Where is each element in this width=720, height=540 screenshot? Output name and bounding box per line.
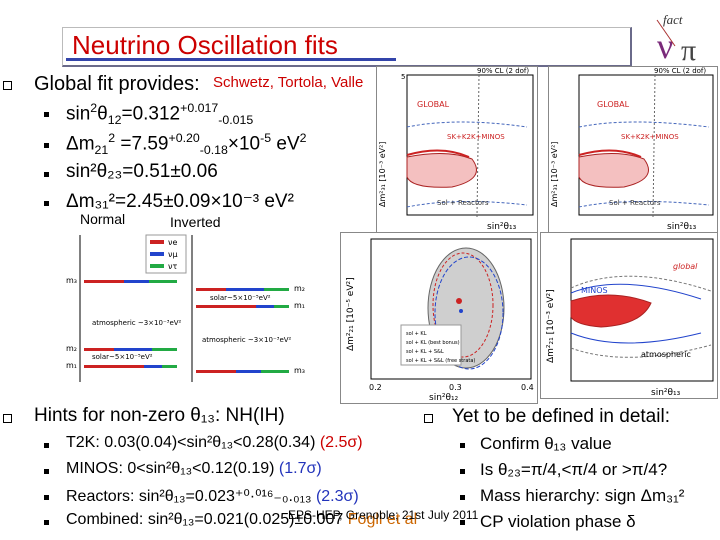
bullet-box-icon xyxy=(424,414,433,423)
inverted-atm-label: atmospheric ~3×10⁻³eV² xyxy=(202,336,292,344)
global-fit-authors: Schwetz, Tortola, Valle xyxy=(213,74,364,91)
global-fit-heading: Global fit provides: xyxy=(34,73,200,95)
p3-leg2: sol + KL (best bonus) xyxy=(406,340,460,346)
plot-global-inverted: 90% CL (2 dof) GLOBAL SK+K2K+MINOS Sol +… xyxy=(548,66,718,233)
p2-xlabel: sin²θ₁₃ xyxy=(667,222,697,232)
p3-xtick-1: 0.3 xyxy=(449,383,462,392)
p1-xlabel: sin²θ₁₃ xyxy=(487,222,517,232)
p3-xtick-0: 0.2 xyxy=(369,383,382,392)
theta13-item-2: MINOS: 0<sin²θ₁₃<0.12(0.19) (1.7σ) xyxy=(66,460,322,477)
p3-xlabel: sin²θ₁₂ xyxy=(429,393,459,403)
fact-logo-icon: fact ν π xyxy=(656,12,696,67)
p4-minos: MINOS xyxy=(581,286,608,295)
svg-text:m₂: m₂ xyxy=(294,284,305,293)
fit-line-4: Δm₃₁²=2.45±0.09×10⁻³ eV² xyxy=(66,191,294,212)
title-frame xyxy=(62,27,632,67)
p1-ylabel: Δm²₃₁ [10⁻³ eV²] xyxy=(378,142,387,207)
bullet-square-icon xyxy=(44,520,49,525)
svg-text:m₂: m₂ xyxy=(66,344,77,353)
p3-xtick-2: 0.4 xyxy=(521,383,534,392)
normal-m1-level: m₁ xyxy=(66,361,177,370)
fit-line-2: Δm212 =7.59+0.20-0.18×10-5 eV2 xyxy=(66,131,307,158)
theta13-heading: Hints for non-zero θ₁₃: NH(IH) xyxy=(34,405,285,426)
p2-sol: Sol + Reactors xyxy=(609,199,661,207)
svg-text:m₃: m₃ xyxy=(66,276,77,285)
svg-text:π: π xyxy=(681,34,696,65)
todo-item-3: Mass hierarchy: sign Δm₃₁² xyxy=(480,486,685,505)
theta13-item-4: Combined: sin²θ₁₃=0.021(0.025)±0.007 Fog… xyxy=(66,511,418,528)
inverted-solar-label: solar~5×10⁻⁵eV² xyxy=(210,294,271,302)
fact-logo: fact ν π xyxy=(655,10,715,67)
bullet-square-icon xyxy=(44,143,49,148)
p3-leg3: sol + KL + S&L xyxy=(406,349,444,355)
bullet-square-icon xyxy=(44,443,49,448)
bullet-box-icon xyxy=(3,414,12,423)
normal-m3-level: m₃ xyxy=(66,276,177,285)
todo-item-1: Confirm θ₁₃ value xyxy=(480,434,612,453)
todo-heading: Yet to be defined in detail: xyxy=(452,406,670,427)
legend-nue: νe xyxy=(168,238,177,247)
p4-ylabel: Δm²₂₁ [10⁻³ eV²] xyxy=(546,289,556,363)
hierarchy-normal-label: Normal xyxy=(80,211,126,227)
title-underline xyxy=(66,58,396,61)
plot-global-normal: 90% CL (2 dof) 5 GLOBAL SK+K2K+MINOS Sol… xyxy=(376,66,538,233)
plot-solar: sol + KL sol + KL (best bonus) sol + KL … xyxy=(340,232,538,404)
bullet-square-icon xyxy=(460,495,465,500)
bullet-square-icon xyxy=(44,469,49,474)
legend-numu: νμ xyxy=(168,250,178,259)
hierarchy-inverted-label: Inverted xyxy=(170,214,221,230)
fit-line-3: sin²θ₂₃=0.51±0.06 xyxy=(66,161,218,182)
hierarchy-diagram: νe νμ ντ m₃ atmospheric ~3×10⁻³eV² m₂ so… xyxy=(62,230,310,390)
p4-xlabel: sin²θ₁₃ xyxy=(651,388,681,398)
bullet-square-icon xyxy=(460,443,465,448)
normal-solar-label: solar~5×10⁻⁵eV² xyxy=(92,353,153,361)
p2-global: GLOBAL xyxy=(597,100,630,109)
fit-line-1: sin2θ12=0.312+0.017-0.015 xyxy=(66,101,254,128)
todo-item-4: CP violation phase δ xyxy=(480,512,636,531)
theta13-item-3: Reactors: sin²θ₁₃=0.023⁺⁰·⁰¹⁶₋₀.₀₁₃ (2.3… xyxy=(66,488,359,505)
bullet-square-icon xyxy=(44,495,49,500)
logo-text: fact xyxy=(663,12,683,27)
p2-note: 90% CL (2 dof) xyxy=(654,67,706,75)
bullet-box-icon xyxy=(3,81,12,90)
p1-sol: Sol + Reactors xyxy=(437,199,489,207)
p4-global: global xyxy=(673,262,698,271)
bullet-square-icon xyxy=(44,172,49,177)
inverted-m1-level: m₁ xyxy=(196,301,305,310)
theta13-item-1: T2K: 0.03(0.04)<sin²θ₁₃<0.28(0.34) (2.5σ… xyxy=(66,434,363,451)
p1-global: GLOBAL xyxy=(417,100,450,109)
p1-note: 90% CL (2 dof) xyxy=(477,67,529,75)
svg-text:m₃: m₃ xyxy=(294,366,305,375)
p3-leg4: sol + KL + S&L (free strata) xyxy=(406,358,475,364)
bullet-square-icon xyxy=(44,201,49,206)
svg-text:ν: ν xyxy=(657,26,673,65)
page-title: Neutrino Oscillation fits xyxy=(72,30,338,60)
bullet-square-icon xyxy=(44,112,49,117)
p1-sk: SK+K2K+MINOS xyxy=(447,133,505,141)
svg-text:5: 5 xyxy=(401,73,405,81)
normal-m2-level: m₂ xyxy=(66,344,177,353)
p3-ylabel: Δm²₂₁ [10⁻⁵ eV²] xyxy=(346,277,356,351)
plot-minos: MINOS global atmospheric Δm²₂₁ [10⁻³ eV²… xyxy=(540,232,718,399)
svg-text:m₁: m₁ xyxy=(66,361,77,370)
p4-atm: atmospheric xyxy=(641,350,691,359)
p3-leg1: sol + KL xyxy=(406,331,427,337)
svg-text:m₁: m₁ xyxy=(294,301,305,310)
inverted-m3-level: m₃ xyxy=(196,366,305,375)
p2-sk: SK+K2K+MINOS xyxy=(621,133,679,141)
p2-ylabel: Δm²₃₁ [10⁻³ eV²] xyxy=(550,142,559,207)
footer-conference: EPS-HEP, Grenoble; 21st July 2011 xyxy=(288,508,479,522)
bullet-square-icon xyxy=(460,520,465,525)
bullet-square-icon xyxy=(460,469,465,474)
todo-item-2: Is θ₂₃=π/4,<π/4 or >π/4? xyxy=(480,460,668,479)
inverted-m2-level: m₂ xyxy=(196,284,305,293)
normal-atm-label: atmospheric ~3×10⁻³eV² xyxy=(92,319,182,327)
legend-nutau: ντ xyxy=(168,262,177,271)
